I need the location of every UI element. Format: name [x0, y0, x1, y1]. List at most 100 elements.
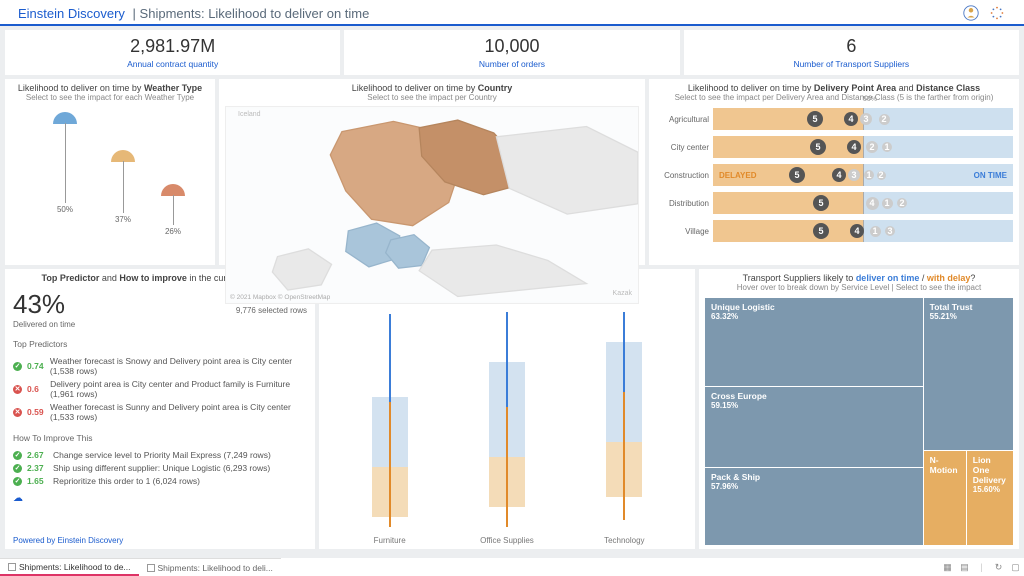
boxplot-label: Technology: [604, 536, 644, 545]
treemap-name: Cross Europe: [711, 391, 918, 401]
sheet-icon: [147, 564, 155, 572]
treemap-card[interactable]: Transport Suppliers likely to deliver on…: [699, 269, 1019, 549]
predictor-value: 2.67: [27, 450, 53, 460]
sparkle-icon[interactable]: [988, 4, 1006, 22]
treemap-pct: 59.15%: [711, 401, 918, 410]
kpi-card[interactable]: 6Number of Transport Suppliers: [684, 30, 1019, 75]
delivery-card[interactable]: Likelihood to deliver on time by Deliver…: [649, 79, 1019, 265]
boxplot-card[interactable]: Orders per product family likely to be d…: [319, 269, 695, 549]
boxplot-label: Furniture: [374, 536, 406, 545]
delivery-row[interactable]: Distribution 5 412: [655, 190, 1013, 216]
check-icon: ✓: [13, 477, 22, 486]
predictor-row[interactable]: ✓ 2.37 Ship using different supplier: Un…: [13, 463, 307, 473]
treemap-cell[interactable]: Pack & Ship 57.96%: [705, 468, 924, 545]
weather-marker[interactable]: 37%: [111, 150, 135, 224]
distance-bubble[interactable]: 4: [844, 112, 858, 126]
boxplot-column[interactable]: Office Supplies: [467, 312, 547, 545]
distance-bubble[interactable]: 5: [813, 195, 829, 211]
axis-label: 50%: [863, 96, 877, 103]
map[interactable]: Iceland Kazak © 2021 Mapbox © OpenStreet…: [225, 106, 639, 304]
delivery-row[interactable]: Construction 54312DELAYEDON TIME: [655, 162, 1013, 188]
weather-pct: 50%: [57, 205, 73, 214]
distance-bubble[interactable]: 1: [882, 142, 892, 152]
predictor-value: 0.59: [27, 407, 50, 417]
distance-bubble[interactable]: 5: [810, 139, 826, 155]
present-icon[interactable]: ▢: [1010, 562, 1021, 573]
footer-bar: Shipments: Likelihood to de... Shipments:…: [0, 558, 1024, 576]
treemap-cell[interactable]: Cross Europe 59.15%: [705, 387, 924, 469]
treemap-cell[interactable]: Total Trust 55.21%: [924, 298, 1013, 451]
distance-bubble[interactable]: 5: [807, 111, 823, 127]
predictor-row[interactable]: ✓ 2.67 Change service level to Priority …: [13, 450, 307, 460]
treemap-cell[interactable]: N-Motion: [924, 451, 967, 545]
delivery-row[interactable]: Village 5413: [655, 218, 1013, 244]
weather-marker[interactable]: 26%: [161, 184, 185, 236]
delivery-row-label: Distribution: [655, 199, 713, 208]
kpi-card[interactable]: 10,000Number of orders: [344, 30, 679, 75]
grid-view-icon[interactable]: ▦: [942, 562, 953, 573]
distance-bubble[interactable]: 4: [847, 140, 861, 154]
distance-bubble[interactable]: 1: [870, 226, 881, 237]
einstein-icon[interactable]: [962, 4, 980, 22]
distance-bubble[interactable]: 5: [789, 167, 805, 183]
treemap-pct: 57.96%: [711, 482, 918, 491]
boxplot-area[interactable]: Furniture Office Supplies Technology: [325, 296, 689, 545]
boxplot-column[interactable]: Furniture: [350, 312, 430, 545]
predictor-row[interactable]: ✓ 0.74 Weather forecast is Snowy and Del…: [13, 356, 307, 376]
refresh-icon[interactable]: ↻: [993, 562, 1004, 573]
predictor-row[interactable]: ✕ 0.59 Weather forecast is Sunny and Del…: [13, 402, 307, 422]
predictor-card: Top Predictor and How to improve in the …: [5, 269, 315, 549]
predictor-row[interactable]: ✕ 0.6 Delivery point area is City center…: [13, 379, 307, 399]
treemap-cell[interactable]: Lion One Delivery 15.60%: [967, 451, 1013, 545]
weather-viz[interactable]: 50% 37% 26%: [11, 106, 209, 261]
improve-header: How To Improve This: [13, 433, 307, 443]
distance-bubble[interactable]: 5: [813, 223, 829, 239]
delivery-row-label: City center: [655, 143, 713, 152]
treemap-name: Total Trust: [930, 302, 1007, 312]
delivery-sub: Select to see the impact per Delivery Ar…: [655, 93, 1013, 102]
delivery-matrix[interactable]: 50% Agricultural 5432 City center 5421 C…: [655, 106, 1013, 261]
distance-bubble[interactable]: 1: [882, 198, 893, 209]
kpi-row: 2,981.97MAnnual contract quantity10,000N…: [5, 30, 1019, 75]
distance-bubble[interactable]: 2: [879, 114, 890, 125]
distance-bubble[interactable]: 4: [850, 224, 864, 238]
predictor-row[interactable]: ✓ 1.65 Reprioritize this order to 1 (6,0…: [13, 476, 307, 486]
list-view-icon[interactable]: ▤: [959, 562, 970, 573]
kpi-card[interactable]: 2,981.97M Annual contract quantity: [5, 30, 340, 75]
country-card[interactable]: Likelihood to deliver on time by Country…: [219, 79, 645, 265]
boxplot-column[interactable]: Technology: [584, 312, 664, 545]
kpi-label: Number of Transport Suppliers: [688, 59, 1015, 69]
predictor-value: 0.6: [27, 384, 50, 394]
treemap-cell[interactable]: Unique Logistic 63.32%: [705, 298, 924, 387]
weather-marker[interactable]: 50%: [53, 112, 77, 214]
distance-bubble[interactable]: 4: [832, 168, 846, 182]
distance-bubble[interactable]: 2: [897, 198, 907, 208]
treemap-name: N-Motion: [930, 455, 961, 475]
weather-card[interactable]: Likelihood to deliver on time by Weather…: [5, 79, 215, 265]
treemap-area[interactable]: Unique Logistic 63.32% Cross Europe 59.1…: [705, 298, 1013, 545]
distance-bubble[interactable]: 2: [877, 171, 886, 180]
sheet-tab[interactable]: Shipments: Likelihood to deli...: [139, 561, 281, 575]
distance-bubble[interactable]: 3: [860, 113, 872, 125]
whisker-delayed: [623, 392, 625, 520]
sheet-tab-label: Shipments: Likelihood to deli...: [158, 563, 273, 573]
delivery-row[interactable]: City center 5 421: [655, 134, 1013, 160]
kpi-value: 10,000: [348, 36, 675, 57]
sheet-tab[interactable]: Shipments: Likelihood to de...: [0, 560, 139, 576]
distance-bubble[interactable]: 1: [864, 170, 874, 180]
kpi-label: Annual contract quantity: [9, 59, 336, 69]
treemap-pct: 55.21%: [930, 312, 1007, 321]
distance-bubble[interactable]: 3: [885, 226, 895, 236]
treemap-name: Pack & Ship: [711, 472, 918, 482]
kpi-value: 2,981.97M: [9, 36, 336, 57]
map-label: Iceland: [238, 111, 261, 118]
powered-by-link[interactable]: Powered by Einstein Discovery: [13, 536, 309, 545]
check-icon: ✓: [13, 362, 22, 371]
treemap-pct: 15.60%: [973, 485, 1007, 494]
distance-bubble[interactable]: 4: [866, 197, 879, 210]
distance-bubble[interactable]: 2: [866, 141, 878, 153]
check-icon: ✓: [13, 451, 22, 460]
weather-pct: 37%: [115, 215, 131, 224]
delivery-row[interactable]: Agricultural 5432: [655, 106, 1013, 132]
distance-bubble[interactable]: 3: [848, 169, 860, 181]
